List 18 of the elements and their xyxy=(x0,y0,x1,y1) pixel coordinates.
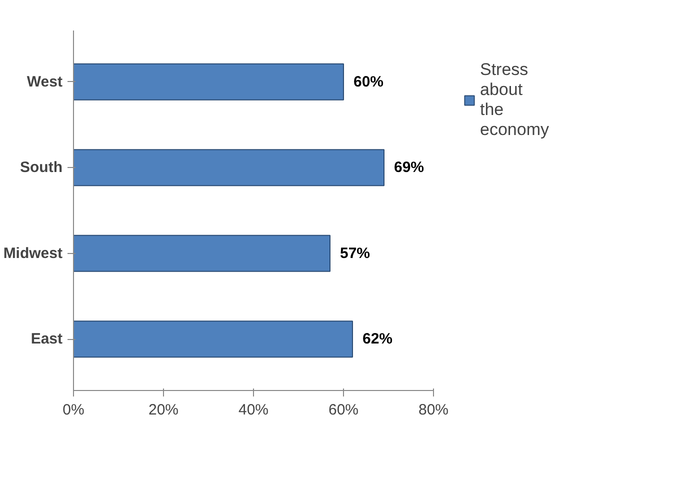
x-tick-label: 40% xyxy=(238,402,269,418)
text: 69% xyxy=(394,159,424,176)
x-tick-label: 20% xyxy=(148,402,179,418)
bar xyxy=(74,320,353,358)
bar xyxy=(74,63,344,100)
bar xyxy=(74,234,330,272)
text: 57% xyxy=(340,244,370,262)
text: 62% xyxy=(362,330,393,348)
text: 60% xyxy=(354,73,384,90)
y-tick-label: East xyxy=(30,330,63,348)
legend-label: Stress about the economy xyxy=(480,60,550,140)
x-tick-label: 60% xyxy=(328,402,359,418)
bar xyxy=(74,149,384,186)
y-tick-label: West xyxy=(26,73,63,90)
y-tick-label: Midwest xyxy=(3,244,63,262)
x-tick-label: 0% xyxy=(62,402,84,418)
x-tick-label: 80% xyxy=(418,402,449,418)
y-tick-label: South xyxy=(20,159,63,176)
